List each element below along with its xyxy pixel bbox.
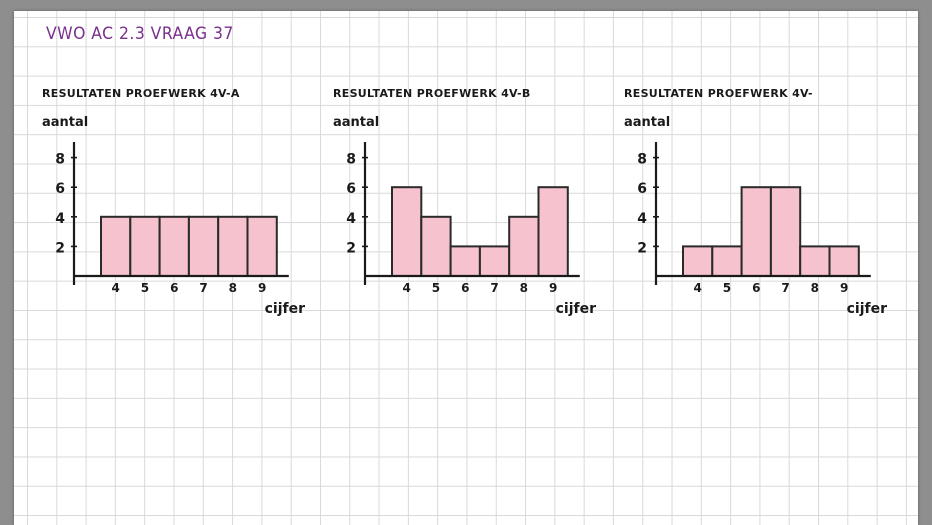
- x-tick-label-4v-c-7: 7: [781, 281, 789, 295]
- x-axis-title-4v-a: cijfer: [265, 301, 305, 317]
- bar-4v-c-9: [828, 245, 860, 277]
- y-axis-title-4v-c: aantal: [624, 115, 671, 130]
- bar-4v-a-4: [100, 215, 132, 278]
- bar-4v-c-8: [799, 245, 831, 277]
- y-tick-label-4v-c-6: 6: [637, 181, 647, 197]
- y-tick-label-4v-c-4: 4: [637, 211, 647, 227]
- bar-4v-a-5: [129, 215, 161, 278]
- chart-title-4v-c: RESULTATEN PROEFWERK 4V-: [624, 87, 813, 100]
- bar-4v-b-9: [537, 186, 569, 277]
- x-axis-title-4v-b: cijfer: [556, 301, 596, 317]
- x-tick-label-4v-a-6: 6: [170, 281, 178, 295]
- y-tick-label-4v-a-2: 2: [55, 240, 65, 256]
- x-axis-title-4v-c: cijfer: [847, 301, 887, 317]
- bar-4v-a-6: [158, 215, 190, 278]
- x-tick-label-4v-b-9: 9: [549, 281, 557, 295]
- y-tick-label-4v-a-8: 8: [55, 152, 65, 168]
- bar-4v-c-4: [682, 245, 714, 277]
- bar-4v-a-9: [246, 215, 278, 278]
- bar-4v-b-5: [420, 215, 452, 278]
- bar-4v-c-7: [769, 186, 802, 277]
- x-tick-label-4v-c-6: 6: [752, 281, 760, 295]
- x-tick-label-4v-a-8: 8: [229, 281, 237, 295]
- page-title: VWO AC 2.3 VRAAG 37: [46, 24, 234, 44]
- bar-4v-c-6: [740, 186, 772, 277]
- bar-4v-a-8: [217, 215, 249, 278]
- bar-4v-b-6: [449, 245, 481, 277]
- x-tick-label-4v-b-6: 6: [461, 281, 469, 295]
- y-tick-label-4v-b-2: 2: [346, 240, 356, 256]
- x-tick-label-4v-a-9: 9: [258, 281, 266, 295]
- x-tick-label-4v-b-7: 7: [490, 281, 498, 295]
- x-tick-label-4v-b-4: 4: [402, 281, 410, 295]
- y-tick-label-4v-b-4: 4: [346, 211, 356, 227]
- bar-4v-b-7: [478, 245, 511, 277]
- y-tick-label-4v-c-2: 2: [637, 240, 647, 256]
- y-tick-label-4v-a-6: 6: [55, 181, 65, 197]
- y-axis-title-4v-a: aantal: [42, 115, 89, 130]
- y-axis-title-4v-b: aantal: [333, 115, 380, 130]
- x-tick-label-4v-b-8: 8: [520, 281, 528, 295]
- y-tick-label-4v-c-8: 8: [637, 152, 647, 168]
- x-tick-label-4v-c-4: 4: [693, 281, 701, 295]
- bar-4v-a-7: [187, 215, 220, 278]
- bar-4v-b-8: [508, 215, 540, 278]
- y-tick-label-4v-b-6: 6: [346, 181, 356, 197]
- x-tick-label-4v-a-5: 5: [141, 281, 149, 295]
- bar-4v-c-5: [711, 245, 743, 277]
- x-tick-label-4v-b-5: 5: [432, 281, 440, 295]
- y-tick-label-4v-b-8: 8: [346, 152, 356, 168]
- x-tick-label-4v-a-4: 4: [111, 281, 119, 295]
- chart-title-4v-a: RESULTATEN PROEFWERK 4V-A: [42, 87, 240, 100]
- x-tick-label-4v-a-7: 7: [199, 281, 207, 295]
- chart-title-4v-b: RESULTATEN PROEFWERK 4V-B: [333, 87, 531, 100]
- x-tick-label-4v-c-9: 9: [840, 281, 848, 295]
- bar-4v-b-4: [391, 186, 423, 277]
- x-tick-label-4v-c-5: 5: [723, 281, 731, 295]
- x-tick-label-4v-c-8: 8: [811, 281, 819, 295]
- y-tick-label-4v-a-4: 4: [55, 211, 65, 227]
